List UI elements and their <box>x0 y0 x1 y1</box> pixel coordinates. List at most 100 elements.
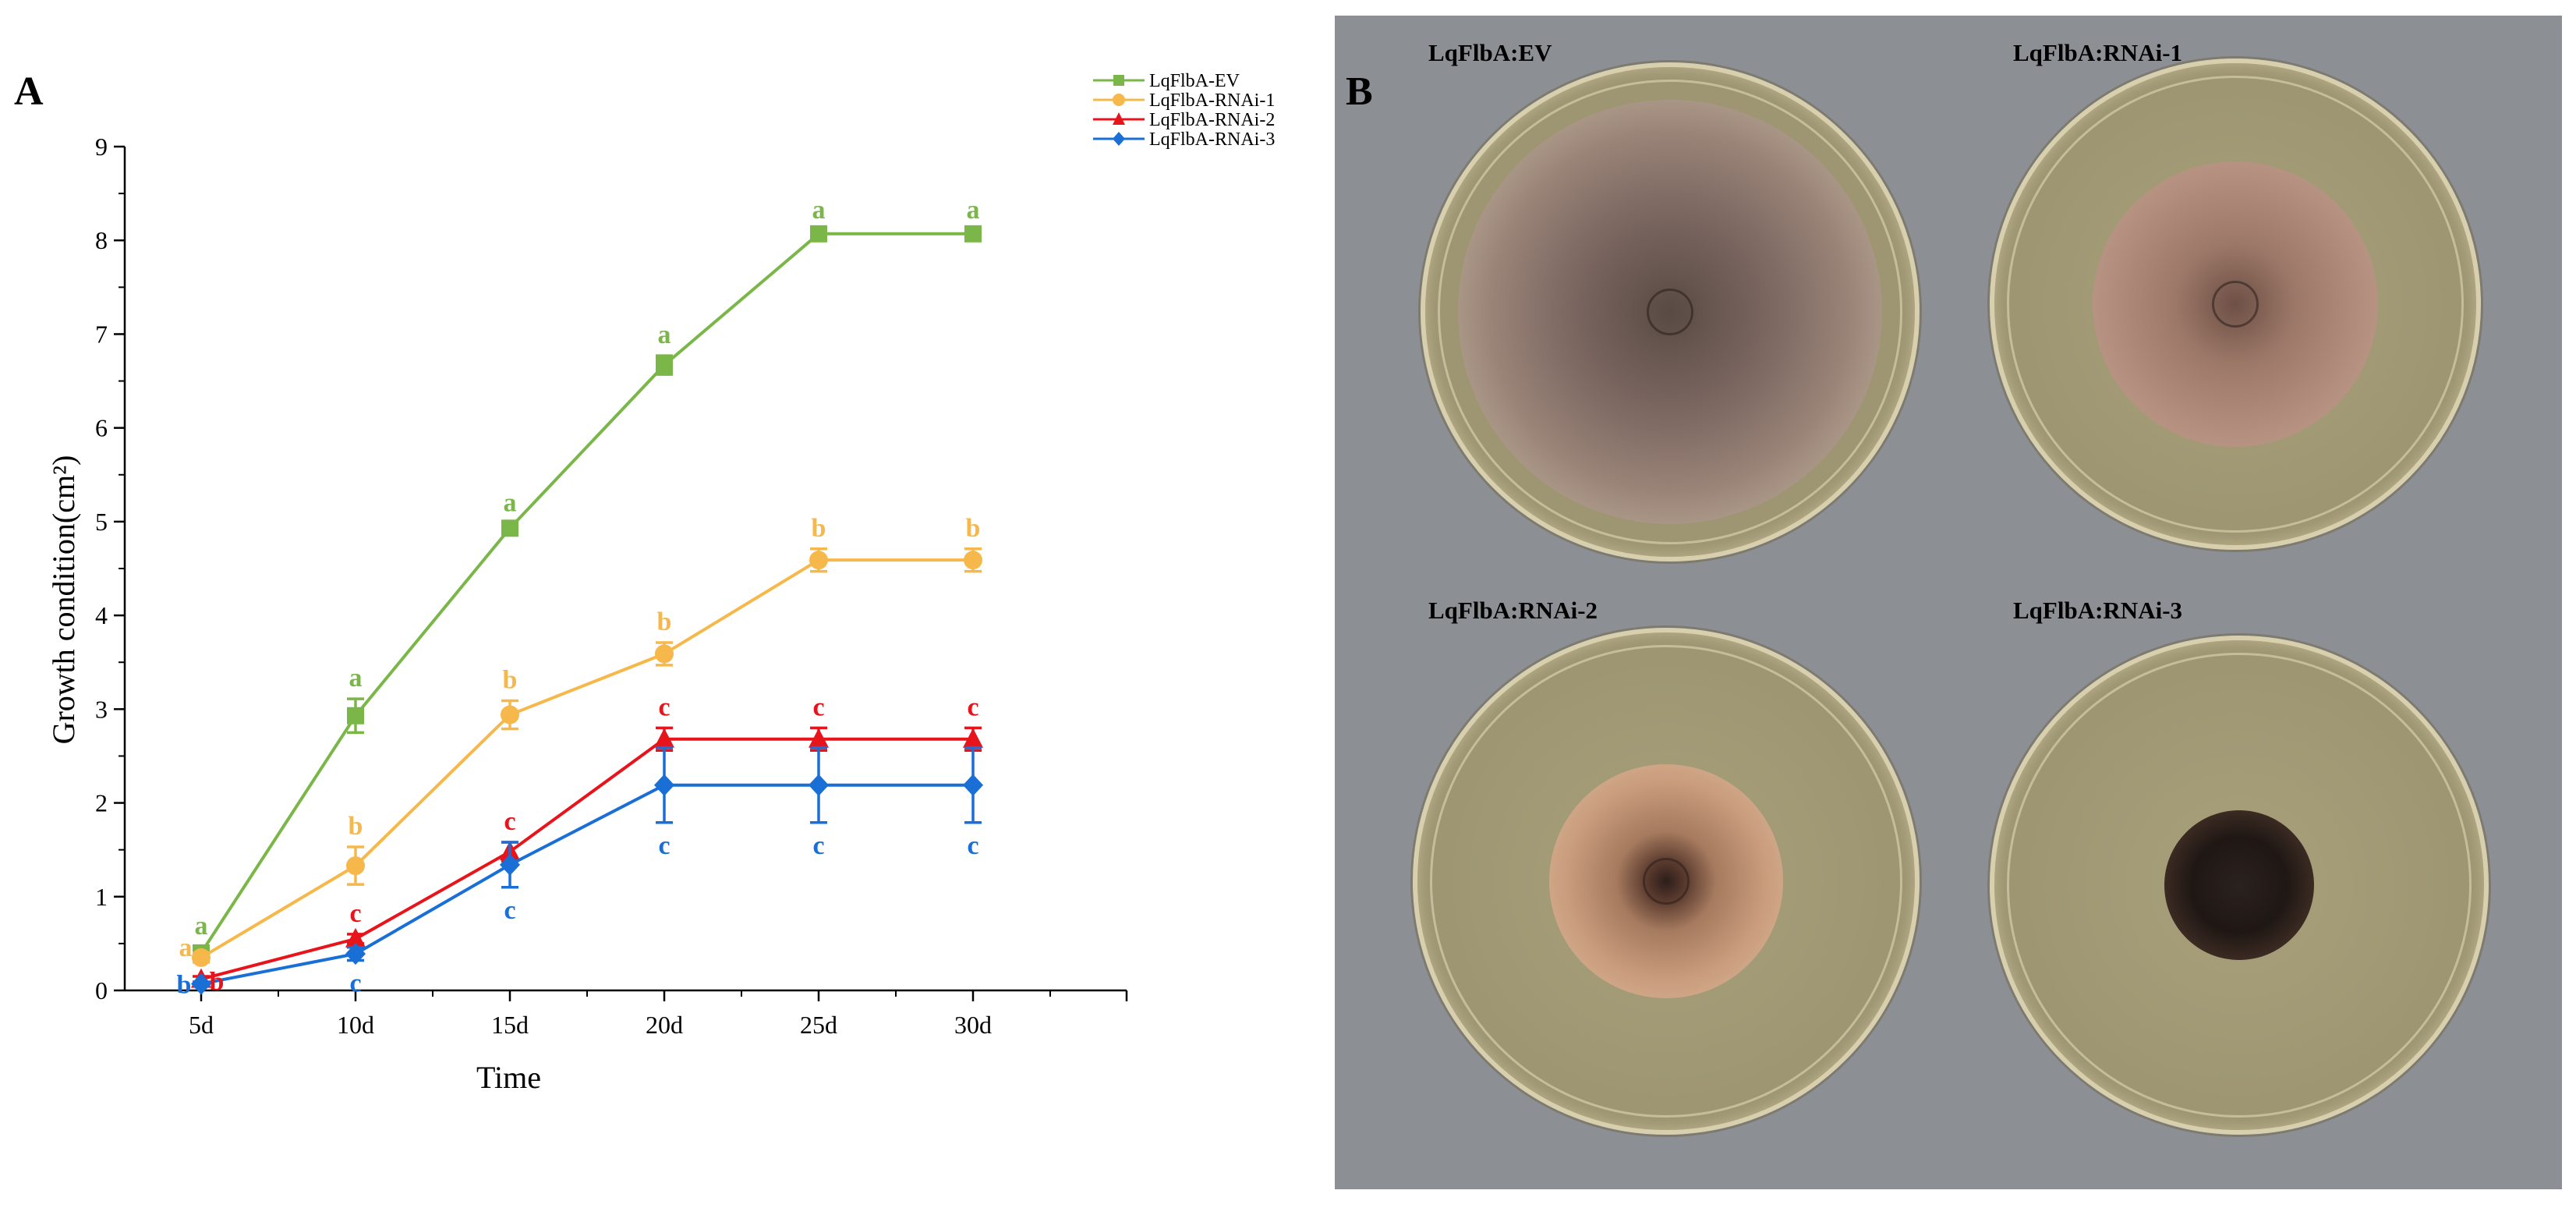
x-tick-label: 30d <box>954 1011 992 1039</box>
plate-label-3: LqFlbA:RNAi-2 <box>1428 597 1598 624</box>
significance-letter: b <box>349 812 363 841</box>
series-point <box>809 551 828 570</box>
inoculation-plug <box>1647 289 1693 335</box>
series-lqflba-rnai-2 <box>191 726 983 988</box>
significance-letter: b <box>812 514 826 543</box>
series-point <box>809 728 829 748</box>
series-point <box>501 519 518 537</box>
series-line <box>200 783 973 986</box>
inoculation-plug <box>2216 862 2263 909</box>
legend-label: LqFlbA-RNAi-1 <box>1149 90 1275 111</box>
x-tick-label: 15d <box>491 1011 529 1039</box>
plate-label-4: LqFlbA:RNAi-3 <box>2013 597 2183 624</box>
series-point <box>809 774 829 796</box>
series-point <box>345 943 366 965</box>
y-tick-label: 0 <box>95 976 108 1004</box>
significance-letter: c <box>658 693 670 721</box>
series-point <box>501 705 519 724</box>
series-point <box>963 774 983 796</box>
significance-letter: b <box>177 971 192 1000</box>
y-tick-label: 2 <box>95 789 108 817</box>
legend-marker-shape <box>1113 94 1125 106</box>
series-point <box>500 853 520 876</box>
dish-inner-rim <box>2007 653 2472 1118</box>
series-point <box>964 225 982 243</box>
series-point <box>810 225 827 243</box>
petri-dish <box>1990 58 2481 550</box>
significance-letter: b <box>657 608 672 636</box>
inoculation-plug <box>2212 281 2259 328</box>
series-lqflba-rnai-3 <box>191 746 983 995</box>
series-point <box>655 644 674 664</box>
legend-marker <box>1113 132 1125 146</box>
plate-label-1: LqFlbA:EV <box>1428 39 1552 66</box>
y-tick-label: 5 <box>95 508 108 536</box>
significance-letter: c <box>658 831 670 860</box>
x-axis-label: Time <box>476 1060 541 1095</box>
series-point <box>347 707 364 724</box>
series-point <box>345 927 366 948</box>
significance-letter: a <box>658 321 671 349</box>
dish-inner-rim <box>1430 645 1902 1118</box>
plate-label-2: LqFlbA:RNAi-1 <box>2013 39 2183 66</box>
series-lqflba-rnai-1 <box>192 547 982 967</box>
y-axis-label: Growth condition(cm²) <box>46 455 81 745</box>
series-line <box>200 558 973 959</box>
x-tick-label: 25d <box>800 1011 837 1039</box>
significance-letter: b <box>503 666 518 695</box>
significance-letter: c <box>504 896 515 925</box>
legend-marker <box>1113 75 1124 86</box>
petri-dish <box>1413 628 1920 1135</box>
petri-dish <box>1421 62 1920 561</box>
significance-letter: a <box>179 933 193 962</box>
y-tick-label: 7 <box>95 320 108 348</box>
y-tick-label: 3 <box>95 695 108 723</box>
series-point <box>654 774 674 796</box>
x-tick-label: 5d <box>189 1011 214 1039</box>
series-point <box>964 551 982 570</box>
chart-legend: LqFlbA-EVLqFlbA-RNAi-1LqFlbA-RNAi-2LqFlb… <box>1093 71 1275 150</box>
legend-marker-shape <box>1113 75 1124 86</box>
growth-chart-panel: A 0 1 2 3 4 5 6 7 8 9 5d 10d 15d 20d 25d 30d Time Growth … <box>14 69 1275 1095</box>
growth-line-chart: 0 1 2 3 4 5 6 7 8 9 5d 10d 15d 20d 25d 30d Time Growth co… <box>46 71 1275 1095</box>
y-tick-label: 8 <box>95 226 108 254</box>
significance-letter: c <box>967 831 978 860</box>
inoculation-plug <box>1643 858 1690 905</box>
legend-label: LqFlbA-RNAi-3 <box>1149 129 1275 150</box>
series-point <box>656 356 673 374</box>
significance-letter: a <box>504 488 517 517</box>
series-point <box>654 728 674 748</box>
significance-letter: c <box>967 693 978 721</box>
petri-dish <box>1990 636 2489 1135</box>
y-tick-label: 9 <box>95 133 108 161</box>
series-point <box>191 972 211 995</box>
y-tick-label: 4 <box>95 601 108 629</box>
significance-letter: b <box>966 514 981 543</box>
significance-letter: c <box>504 807 515 836</box>
dish-inner-rim <box>1438 80 1902 544</box>
significance-letter: b <box>210 968 225 997</box>
series-lqflba-ev <box>193 225 982 962</box>
series-line <box>200 737 973 981</box>
significance-letter: a <box>812 196 826 225</box>
significance-letter: a <box>195 912 208 941</box>
panel-letter-a: A <box>14 69 44 114</box>
x-tick-label: 10d <box>337 1011 374 1039</box>
y-tick-label: 6 <box>95 414 108 442</box>
significance-letter: a <box>349 664 363 693</box>
dish-inner-rim <box>2007 76 2464 533</box>
legend-marker-shape <box>1113 132 1125 146</box>
legend-marker <box>1113 112 1125 125</box>
series-point <box>963 728 983 748</box>
significance-letter: a <box>967 196 980 225</box>
panel-letter-b: B <box>1346 69 1373 114</box>
series-point <box>346 856 365 876</box>
series-point <box>192 948 211 967</box>
legend-label: LqFlbA-EV <box>1149 71 1240 91</box>
y-tick-label: 1 <box>95 883 108 911</box>
legend-label: LqFlbA-RNAi-2 <box>1149 110 1275 130</box>
significance-letter: c <box>812 831 824 860</box>
significance-letter: c <box>349 969 361 998</box>
legend-marker <box>1113 94 1125 106</box>
significance-letter: c <box>812 693 824 721</box>
